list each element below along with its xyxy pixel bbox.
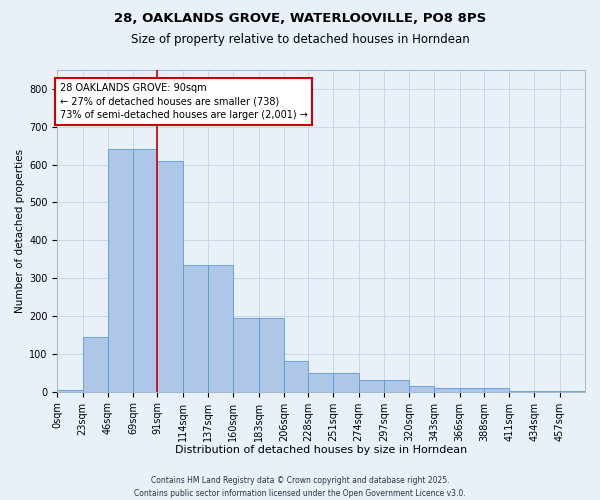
Bar <box>157 161 182 392</box>
Bar <box>484 388 509 392</box>
X-axis label: Distribution of detached houses by size in Horndean: Distribution of detached houses by size … <box>175 445 467 455</box>
Bar <box>133 150 157 392</box>
Bar <box>560 391 585 392</box>
Bar <box>409 386 434 392</box>
Bar <box>535 391 560 392</box>
Bar <box>384 380 409 392</box>
Text: 28 OAKLANDS GROVE: 90sqm
← 27% of detached houses are smaller (738)
73% of semi-: 28 OAKLANDS GROVE: 90sqm ← 27% of detach… <box>59 83 307 120</box>
Text: Size of property relative to detached houses in Horndean: Size of property relative to detached ho… <box>131 32 469 46</box>
Bar <box>83 337 108 392</box>
Bar <box>434 388 460 392</box>
Bar <box>284 362 308 392</box>
Bar <box>208 265 233 392</box>
Bar <box>509 391 535 392</box>
Bar <box>333 373 359 392</box>
Text: 28, OAKLANDS GROVE, WATERLOOVILLE, PO8 8PS: 28, OAKLANDS GROVE, WATERLOOVILLE, PO8 8… <box>114 12 486 26</box>
Bar <box>460 388 484 392</box>
Bar <box>259 318 284 392</box>
Bar <box>359 380 384 392</box>
Bar <box>182 265 208 392</box>
Text: Contains HM Land Registry data © Crown copyright and database right 2025.
Contai: Contains HM Land Registry data © Crown c… <box>134 476 466 498</box>
Y-axis label: Number of detached properties: Number of detached properties <box>15 149 25 313</box>
Bar <box>58 390 83 392</box>
Bar <box>308 373 333 392</box>
Bar <box>233 318 259 392</box>
Bar <box>108 150 133 392</box>
